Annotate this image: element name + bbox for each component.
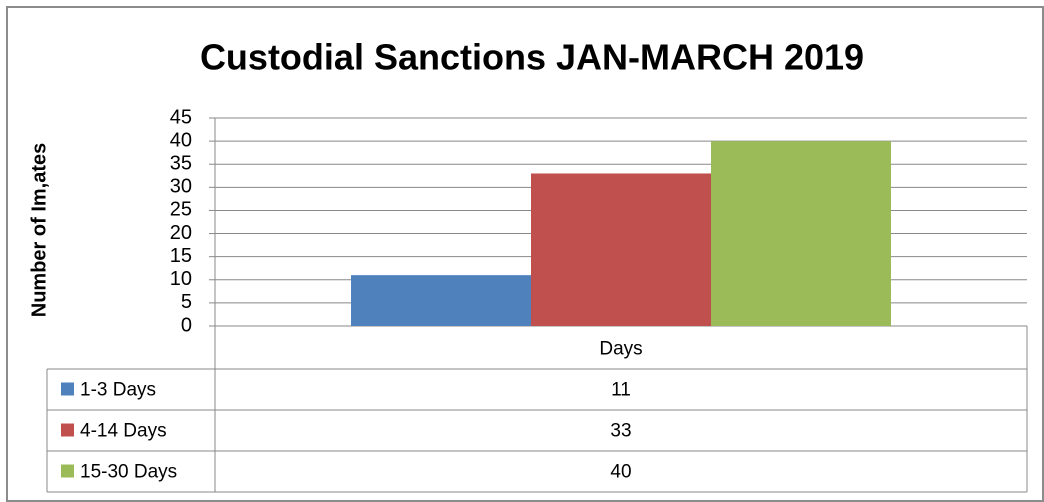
y-tick-label: 45 xyxy=(170,106,192,128)
y-tick-label: 0 xyxy=(181,314,192,336)
y-tick-label: 10 xyxy=(170,268,192,290)
y-tick-label: 5 xyxy=(181,291,192,313)
bar xyxy=(531,173,711,326)
y-tick-label: 35 xyxy=(170,153,192,175)
legend-label: 4-14 Days xyxy=(80,421,167,442)
bar xyxy=(351,275,532,326)
chart-title: Custodial Sanctions JAN-MARCH 2019 xyxy=(200,37,864,78)
x-tick-label: Days xyxy=(599,339,642,360)
table-value: 11 xyxy=(611,380,631,401)
y-tick-label: 25 xyxy=(170,199,192,221)
legend-label: 15-30 Days xyxy=(80,462,177,483)
y-tick-label: 15 xyxy=(170,245,192,267)
legend-swatch xyxy=(61,464,74,478)
y-tick-label: 40 xyxy=(170,129,192,151)
y-tick-label: 20 xyxy=(170,222,192,244)
table-value: 40 xyxy=(610,462,631,483)
legend-swatch xyxy=(61,382,74,396)
legend-label: 1-3 Days xyxy=(80,380,156,401)
table-value: 33 xyxy=(610,421,631,442)
bar xyxy=(710,141,891,326)
y-axis-label: Number of Im,ates xyxy=(28,143,50,317)
legend-swatch xyxy=(61,423,74,437)
y-tick-label: 30 xyxy=(170,176,192,198)
